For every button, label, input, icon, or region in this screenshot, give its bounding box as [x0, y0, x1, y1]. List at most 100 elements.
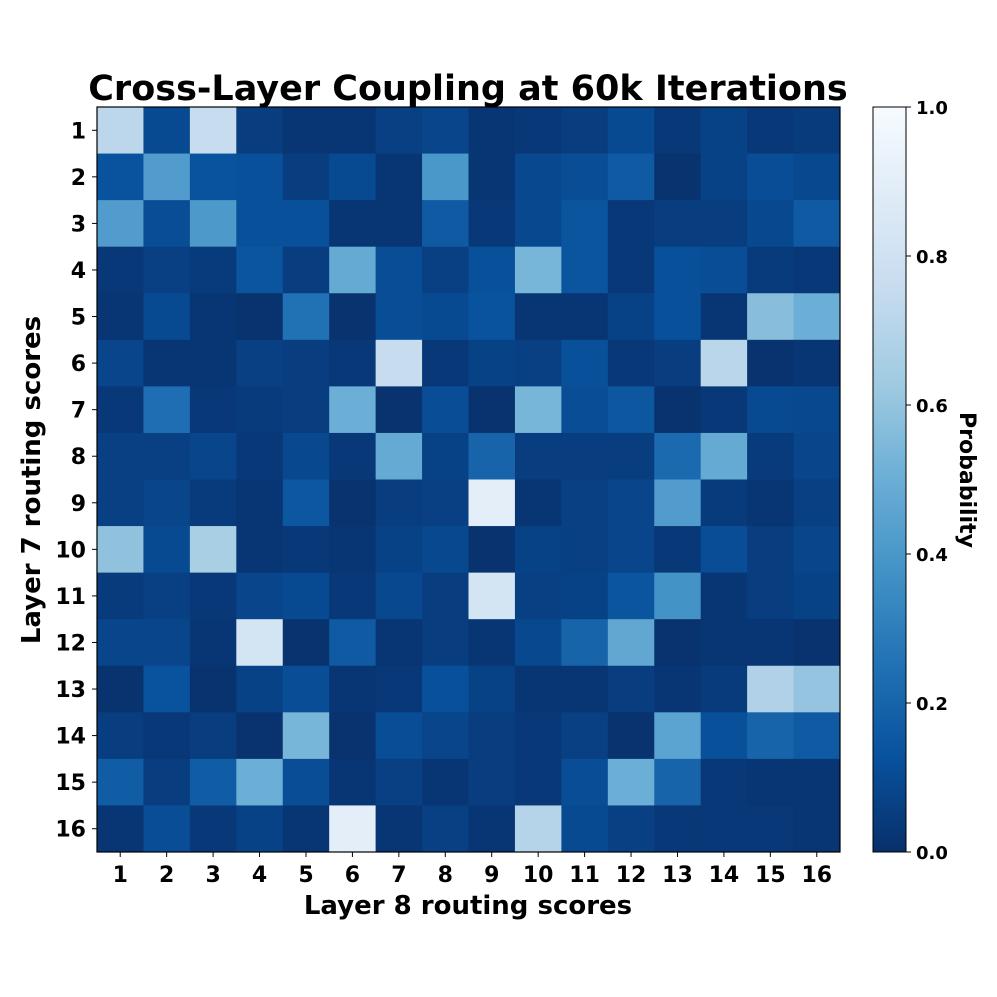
heatmap-cell-r16-c11	[561, 805, 609, 853]
y-tick-label: 6	[71, 352, 86, 377]
heatmap-cell-r14-c16	[793, 712, 841, 760]
heatmap-cell-r1-c3	[189, 107, 237, 155]
heatmap-cell-r7-c7	[375, 386, 423, 434]
heatmap-cell-r7-c5	[282, 386, 330, 434]
heatmap-cell-r8-c9	[468, 432, 516, 480]
heatmap-cell-r14-c1	[97, 712, 144, 760]
heatmap-cell-r12-c4	[236, 619, 284, 667]
chart-title: Cross-Layer Coupling at 60k Iterations	[88, 69, 847, 109]
heatmap-cell-r10-c1	[97, 526, 144, 574]
heatmap-cell-r4-c13	[654, 246, 702, 294]
heatmap-cell-r13-c13	[654, 665, 702, 713]
heatmap-cells	[97, 107, 841, 853]
heatmap-cell-r10-c7	[375, 526, 423, 574]
x-axis-ticks: 1 2 3 4 5 6 7 8 9 10 11 12 13 14 15 16	[113, 852, 832, 888]
x-tick-label: 15	[755, 863, 786, 888]
heatmap-cell-r3-c15	[747, 200, 795, 248]
x-tick-label: 4	[252, 863, 267, 888]
heatmap-cell-r15-c13	[654, 758, 702, 806]
heatmap-cell-r4-c8	[422, 246, 469, 294]
heatmap-cell-r5-c5	[282, 293, 330, 341]
heatmap-cell-r1-c13	[654, 107, 702, 155]
heatmap-cell-r4-c14	[700, 246, 748, 294]
heatmap-cell-r2-c5	[282, 153, 330, 201]
heatmap-cell-r11-c5	[282, 572, 330, 620]
heatmap-cell-r11-c4	[236, 572, 284, 620]
heatmap-cell-r5-c16	[793, 293, 841, 341]
heatmap-cell-r8-c16	[793, 432, 841, 480]
heatmap-cell-r4-c10	[514, 246, 562, 294]
heatmap-cell-r16-c6	[329, 805, 377, 853]
heatmap-cell-r14-c11	[561, 712, 609, 760]
heatmap-cell-r4-c15	[747, 246, 795, 294]
heatmap-cell-r12-c2	[143, 619, 191, 667]
y-tick-label: 4	[71, 259, 86, 284]
heatmap-cell-r9-c13	[654, 479, 702, 527]
colorbar-tick-label: 0.8	[916, 247, 948, 268]
y-tick-label: 9	[71, 492, 86, 517]
heatmap-cell-r10-c12	[607, 526, 655, 574]
heatmap-cell-r11-c3	[189, 572, 237, 620]
heatmap-cell-r15-c10	[514, 758, 562, 806]
heatmap-cell-r9-c6	[329, 479, 377, 527]
heatmap-cell-r3-c1	[97, 200, 144, 248]
heatmap-cell-r2-c1	[97, 153, 144, 201]
heatmap-cell-r4-c2	[143, 246, 191, 294]
y-tick-label: 11	[55, 585, 86, 610]
heatmap-cell-r2-c10	[514, 153, 562, 201]
heatmap-cell-r4-c1	[97, 246, 144, 294]
heatmap-cell-r12-c1	[97, 619, 144, 667]
y-tick-label: 10	[55, 538, 86, 563]
heatmap-cell-r15-c7	[375, 758, 423, 806]
heatmap-cell-r11-c8	[422, 572, 469, 620]
y-tick-label: 1	[71, 119, 86, 144]
heatmap-cell-r15-c3	[189, 758, 237, 806]
y-tick-label: 8	[71, 445, 86, 470]
heatmap-cell-r10-c2	[143, 526, 191, 574]
colorbar-tick-label: 0.6	[916, 396, 948, 417]
heatmap-cell-r16-c12	[607, 805, 655, 853]
heatmap-cell-r12-c7	[375, 619, 423, 667]
heatmap-cell-r10-c9	[468, 526, 516, 574]
y-tick-label: 2	[71, 166, 86, 191]
heatmap-cell-r10-c16	[793, 526, 841, 574]
heatmap-cell-r14-c12	[607, 712, 655, 760]
heatmap-cell-r15-c8	[422, 758, 469, 806]
heatmap-cell-r9-c7	[375, 479, 423, 527]
heatmap-cell-r6-c14	[700, 339, 748, 387]
heatmap-cell-r15-c6	[329, 758, 377, 806]
x-axis-label: Layer 8 routing scores	[304, 891, 632, 921]
heatmap-cell-r12-c13	[654, 619, 702, 667]
y-tick-label: 3	[71, 212, 86, 237]
heatmap-cell-r5-c12	[607, 293, 655, 341]
heatmap-cell-r9-c14	[700, 479, 748, 527]
heatmap-cell-r11-c15	[747, 572, 795, 620]
heatmap-cell-r10-c15	[747, 526, 795, 574]
heatmap-cell-r11-c13	[654, 572, 702, 620]
heatmap-cell-r3-c11	[561, 200, 609, 248]
heatmap-cell-r1-c2	[143, 107, 191, 155]
heatmap-cell-r11-c1	[97, 572, 144, 620]
x-tick-label: 7	[391, 863, 406, 888]
heatmap-cell-r5-c14	[700, 293, 748, 341]
heatmap-cell-r14-c5	[282, 712, 330, 760]
heatmap-cell-r7-c6	[329, 386, 377, 434]
heatmap-cell-r4-c5	[282, 246, 330, 294]
heatmap-cell-r13-c6	[329, 665, 377, 713]
heatmap-cell-r6-c11	[561, 339, 609, 387]
heatmap-cell-r6-c9	[468, 339, 516, 387]
y-tick-label: 15	[55, 771, 86, 796]
heatmap-cell-r8-c13	[654, 432, 702, 480]
heatmap-cell-r3-c8	[422, 200, 469, 248]
heatmap-cell-r14-c8	[422, 712, 469, 760]
heatmap-cell-r13-c9	[468, 665, 516, 713]
heatmap-cell-r9-c15	[747, 479, 795, 527]
x-tick-label: 16	[801, 863, 832, 888]
heatmap-cell-r8-c10	[514, 432, 562, 480]
heatmap-cell-r8-c1	[97, 432, 144, 480]
heatmap-cell-r11-c6	[329, 572, 377, 620]
heatmap-cell-r14-c4	[236, 712, 284, 760]
heatmap-cell-r3-c9	[468, 200, 516, 248]
heatmap-cell-r8-c7	[375, 432, 423, 480]
